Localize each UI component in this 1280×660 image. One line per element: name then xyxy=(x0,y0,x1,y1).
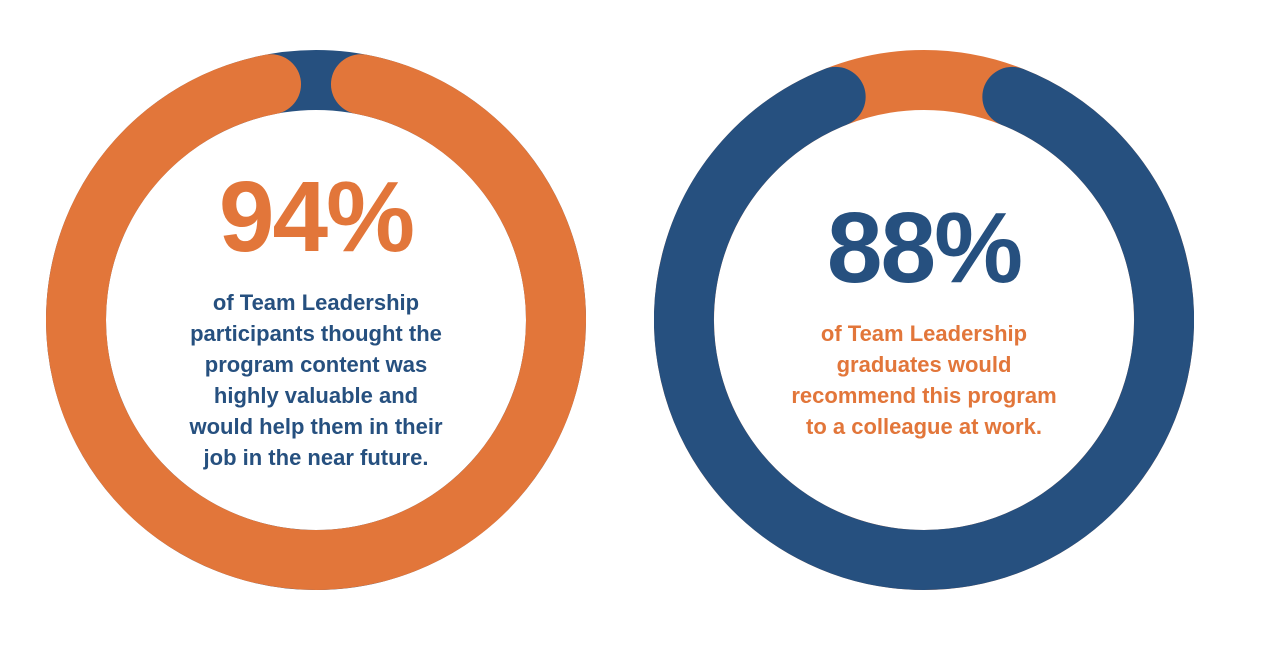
description-line: highly valuable and xyxy=(213,383,419,408)
description-line: participants thought the xyxy=(190,321,442,346)
description-line: of Team Leadership xyxy=(820,321,1028,346)
description-line: of Team Leadership xyxy=(212,290,420,315)
stat-card-94: 94% of Team Leadership participants thou… xyxy=(46,50,586,590)
description-line: to a colleague at work. xyxy=(806,414,1042,439)
description-line: job in the near future. xyxy=(203,445,429,470)
stat-center: 94% of Team Leadership participants thou… xyxy=(136,50,496,590)
donut-slice-main xyxy=(46,54,586,590)
description-line: program content was xyxy=(204,352,428,377)
stat-card-88: 88% of Team Leadership graduates would r… xyxy=(654,50,1194,590)
stat-description: of Team Leadership graduates would recom… xyxy=(791,318,1056,442)
stat-percentage: 88% xyxy=(826,192,1023,304)
stat-description: of Team Leadership participants thought … xyxy=(190,287,443,473)
stat-percentage: 94% xyxy=(218,161,415,273)
donut-chart-94 xyxy=(46,50,586,590)
stat-center: 88% of Team Leadership graduates would r… xyxy=(744,50,1104,590)
description-line: would help them in their xyxy=(189,414,443,439)
donut-chart-88 xyxy=(654,50,1194,590)
donut-slice-main xyxy=(654,66,1194,590)
description-line: graduates would xyxy=(836,352,1012,377)
description-line: recommend this program xyxy=(791,383,1057,408)
